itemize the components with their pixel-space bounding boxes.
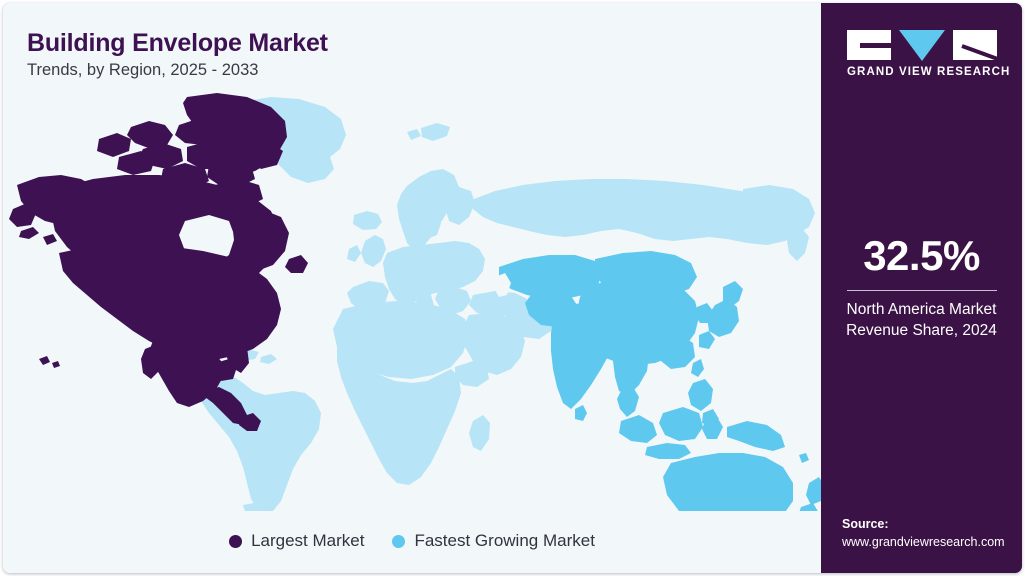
logo-g-notch bbox=[860, 43, 891, 48]
legend-item-fastest-growing-market: Fastest Growing Market bbox=[392, 531, 595, 551]
right-sidebar-panel: GRAND VIEW RESEARCH 32.5% North America … bbox=[821, 3, 1022, 573]
infographic-card: Building Envelope Market Trends, by Regi… bbox=[3, 3, 1022, 573]
map-region-other bbox=[195, 97, 815, 511]
stat-value: 32.5% bbox=[863, 232, 980, 279]
logo-v-triangle-icon bbox=[899, 30, 945, 61]
legend-dot-blue bbox=[392, 534, 406, 548]
logo-g-icon bbox=[847, 30, 891, 60]
gvr-logo-marks bbox=[847, 30, 997, 61]
left-content-panel: Building Envelope Market Trends, by Regi… bbox=[3, 3, 821, 573]
page-title: Building Envelope Market bbox=[27, 29, 328, 57]
map-legend: Largest Market Fastest Growing Market bbox=[3, 531, 821, 551]
stat-caption-line2: Revenue Share, 2024 bbox=[846, 321, 997, 339]
gvr-logo: GRAND VIEW RESEARCH bbox=[847, 30, 1011, 80]
page-subtitle: Trends, by Region, 2025 - 2033 bbox=[27, 61, 259, 79]
logo-wordmark: GRAND VIEW RESEARCH bbox=[847, 66, 1011, 78]
stat-divider bbox=[846, 290, 997, 291]
map-region-asia-pacific bbox=[493, 251, 821, 511]
legend-label-largest-market: Largest Market bbox=[251, 531, 365, 550]
source-block: Source: www.grandviewresearch.com bbox=[842, 515, 1022, 551]
legend-label-fastest-growing-market: Fastest Growing Market bbox=[414, 531, 595, 550]
logo-r-icon bbox=[953, 30, 997, 60]
logo-r-notch bbox=[961, 44, 997, 60]
legend-dot-purple bbox=[229, 534, 243, 548]
source-url[interactable]: www.grandviewresearch.com bbox=[842, 534, 1005, 549]
world-map-svg bbox=[3, 91, 821, 511]
world-map bbox=[3, 91, 821, 511]
legend-item-largest-market: Largest Market bbox=[229, 531, 364, 551]
key-stat-block: 32.5% North America Market Revenue Share… bbox=[821, 235, 1022, 342]
source-label: Source: bbox=[842, 516, 889, 531]
map-region-north-america bbox=[9, 93, 308, 431]
stat-caption-line1: North America Market bbox=[846, 301, 997, 318]
